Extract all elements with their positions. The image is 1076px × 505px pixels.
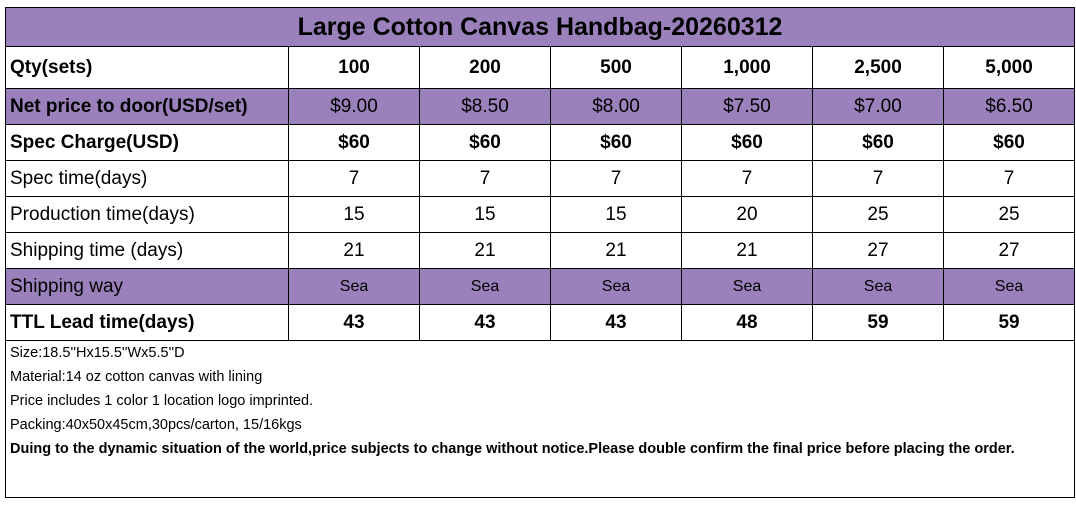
note-size: Size:18.5''Hx15.5''Wx5.5''D xyxy=(10,345,185,361)
cell-value: $6.50 xyxy=(942,88,1076,125)
cell-value: 20 xyxy=(681,196,813,233)
cell-value: $9.00 xyxy=(288,88,420,125)
cell-value: 21 xyxy=(550,232,682,269)
cell-value: 48 xyxy=(681,304,813,341)
cell-value: Sea xyxy=(812,268,944,305)
cell-value: Sea xyxy=(550,268,682,305)
cell-value: 27 xyxy=(942,232,1076,269)
row-production-time: Production time(days) 15 15 15 20 25 25 xyxy=(5,196,1076,233)
row-label: Qty(sets) xyxy=(5,46,289,89)
row-ttl-lead-time: TTL Lead time(days) 43 43 43 48 59 59 xyxy=(5,304,1076,341)
cell-value: Sea xyxy=(419,268,551,305)
cell-value: 15 xyxy=(419,196,551,233)
cell-value: 43 xyxy=(288,304,420,341)
row-qty: Qty(sets) 100 200 500 1,000 2,500 5,000 xyxy=(5,46,1076,89)
cell-value: $8.50 xyxy=(419,88,551,125)
cell-value: $60 xyxy=(942,124,1076,161)
cell-value: $60 xyxy=(812,124,944,161)
cell-value: 200 xyxy=(419,46,551,89)
cell-value: 25 xyxy=(942,196,1076,233)
cell-value: 59 xyxy=(942,304,1076,341)
note-packing: Packing:40x50x45cm,30pcs/carton, 15/16kg… xyxy=(10,417,302,433)
row-label: TTL Lead time(days) xyxy=(5,304,289,341)
cell-value: 15 xyxy=(288,196,420,233)
cell-value: 59 xyxy=(812,304,944,341)
cell-value: $60 xyxy=(288,124,420,161)
row-shipping-way: Shipping way Sea Sea Sea Sea Sea Sea xyxy=(5,268,1076,305)
table-title: Large Cotton Canvas Handbag-20260312 xyxy=(4,7,1076,47)
cell-value: 7 xyxy=(812,160,944,197)
row-label: Shipping way xyxy=(5,268,289,305)
cell-value: $8.00 xyxy=(550,88,682,125)
note-price: Price includes 1 color 1 location logo i… xyxy=(10,393,314,409)
price-table: Large Cotton Canvas Handbag-20260312 Qty… xyxy=(4,7,1076,498)
cell-value: 5,000 xyxy=(942,46,1076,89)
row-label: Spec Charge(USD) xyxy=(5,124,289,161)
cell-value: 2,500 xyxy=(812,46,944,89)
cell-value: $7.00 xyxy=(812,88,944,125)
row-label: Net price to door(USD/set) xyxy=(5,88,289,125)
cell-value: $60 xyxy=(550,124,682,161)
cell-value: 21 xyxy=(419,232,551,269)
row-label: Spec time(days) xyxy=(5,160,289,197)
row-net-price: Net price to door(USD/set) $9.00 $8.50 $8.0… xyxy=(5,88,1076,125)
cell-value: 25 xyxy=(812,196,944,233)
cell-value: 7 xyxy=(681,160,813,197)
cell-value: 1,000 xyxy=(681,46,813,89)
row-shipping-time: Shipping time (days) 21 21 21 21 27 27 xyxy=(5,232,1076,269)
cell-value: 15 xyxy=(550,196,682,233)
note-disclaimer: Duing to the dynamic situation of the wo… xyxy=(10,441,1015,457)
cell-value: $60 xyxy=(681,124,813,161)
cell-value: 21 xyxy=(288,232,420,269)
cell-value: $60 xyxy=(419,124,551,161)
cell-value: $7.50 xyxy=(681,88,813,125)
cell-value: 100 xyxy=(288,46,420,89)
row-spec-charge: Spec Charge(USD) $60 $60 $60 $60 $60 $60 xyxy=(5,124,1076,161)
note-material: Material:14 oz cotton canvas with lining xyxy=(10,369,263,385)
cell-value: Sea xyxy=(942,268,1076,305)
row-label: Shipping time (days) xyxy=(5,232,289,269)
cell-value: 7 xyxy=(550,160,682,197)
cell-value: Sea xyxy=(288,268,420,305)
cell-value: 7 xyxy=(419,160,551,197)
cell-value: 43 xyxy=(550,304,682,341)
row-spec-time: Spec time(days) 7 7 7 7 7 7 xyxy=(5,160,1076,197)
cell-value: 7 xyxy=(288,160,420,197)
cell-value: 500 xyxy=(550,46,682,89)
cell-value: 7 xyxy=(942,160,1076,197)
notes-cell: Size:18.5''Hx15.5''Wx5.5''D Material:14 … xyxy=(4,340,1076,498)
cell-value: 27 xyxy=(812,232,944,269)
cell-value: 21 xyxy=(681,232,813,269)
cell-value: Sea xyxy=(681,268,813,305)
row-label: Production time(days) xyxy=(5,196,289,233)
cell-value: 43 xyxy=(419,304,551,341)
